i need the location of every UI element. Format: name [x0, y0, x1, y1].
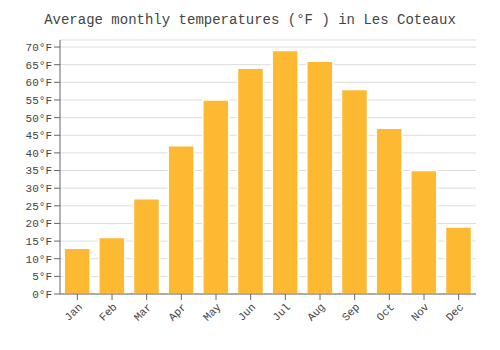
- svg-text:30°F: 30°F: [26, 183, 52, 195]
- html-text:Average monthly temperatures (: Average monthly temperatures (°F ) in Le…: [44, 12, 456, 28]
- svg-text:Apr: Apr: [166, 301, 188, 323]
- svg-text:65°F: 65°F: [26, 60, 52, 72]
- svg-text:20°F: 20°F: [26, 218, 52, 230]
- svg-text:45°F: 45°F: [26, 130, 52, 142]
- svg-text:Oct: Oct: [374, 301, 396, 323]
- svg-text:Jun: Jun: [236, 301, 258, 323]
- svg-text:25°F: 25°F: [26, 201, 52, 213]
- svg-text:55°F: 55°F: [26, 95, 52, 107]
- svg-text:Mar: Mar: [132, 301, 154, 323]
- svg-text:0°F: 0°F: [32, 289, 52, 301]
- svg-text:Dec: Dec: [444, 301, 466, 323]
- svg-text:Sep: Sep: [340, 301, 362, 323]
- svg-text:5°F: 5°F: [32, 271, 52, 283]
- svg-text:Jul: Jul: [270, 301, 292, 323]
- svg-text:15°F: 15°F: [26, 236, 52, 248]
- svg-text:Jan: Jan: [62, 301, 84, 323]
- svg-text:35°F: 35°F: [26, 165, 52, 177]
- svg-text:60°F: 60°F: [26, 77, 52, 89]
- svg-text:Nov: Nov: [409, 301, 432, 324]
- svg-text:10°F: 10°F: [26, 254, 52, 266]
- svg-text:50°F: 50°F: [26, 113, 52, 125]
- svg-text:Feb: Feb: [97, 301, 119, 323]
- svg-text:40°F: 40°F: [26, 148, 52, 160]
- svg-text:70°F: 70°F: [26, 42, 52, 54]
- svg-text:May: May: [201, 301, 224, 324]
- svg-text:Aug: Aug: [305, 301, 327, 323]
